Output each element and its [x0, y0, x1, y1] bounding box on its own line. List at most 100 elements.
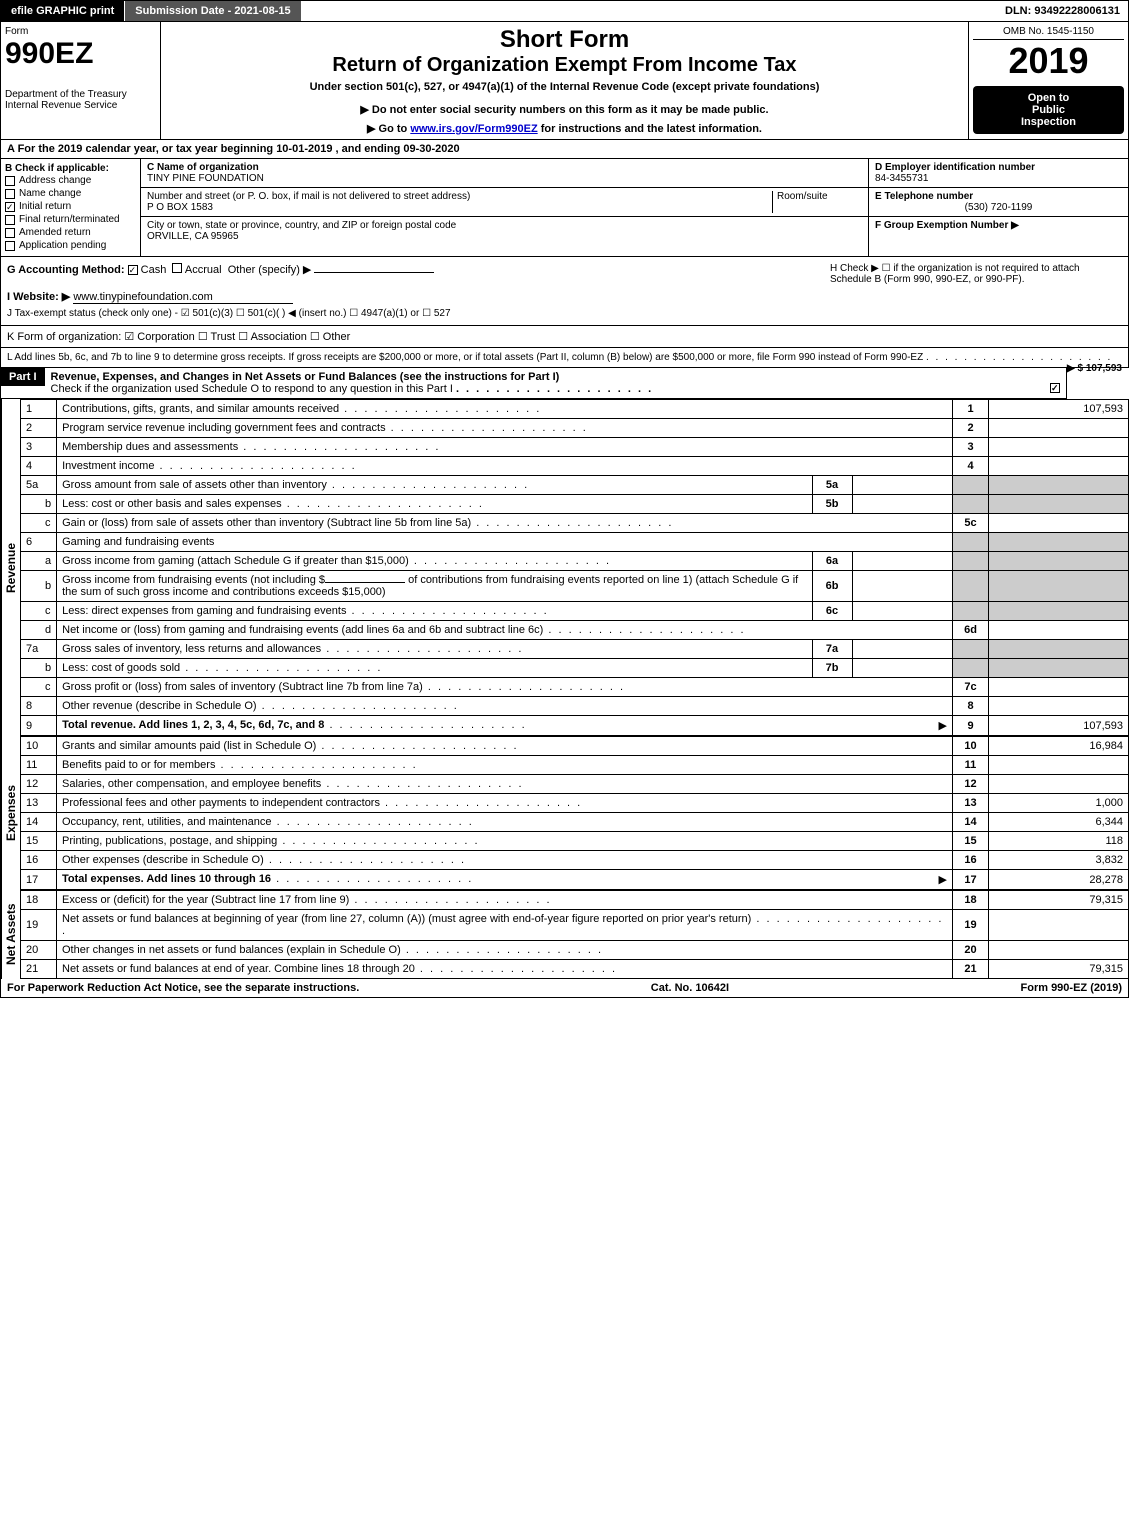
part1-label: Part I: [1, 368, 45, 386]
line-desc: Less: cost or other basis and sales expe…: [57, 495, 953, 514]
line-desc: Excess or (deficit) for the year (Subtra…: [57, 891, 953, 910]
line-box: 3: [953, 438, 989, 457]
part1-title: Revenue, Expenses, and Changes in Net As…: [45, 368, 1067, 398]
line-amount: 79,315: [989, 960, 1129, 979]
line-desc: Net assets or fund balances at beginning…: [57, 910, 953, 941]
line-desc: Gross income from gaming (attach Schedul…: [57, 552, 953, 571]
line-number: 9: [21, 716, 57, 736]
line-amount: [989, 756, 1129, 775]
line-number: 20: [21, 941, 57, 960]
line-box-shaded: [953, 476, 989, 495]
line-desc: Other expenses (describe in Schedule O): [57, 851, 953, 870]
cash-checkbox[interactable]: [128, 265, 138, 275]
line-number: 17: [21, 870, 57, 890]
line-desc: Total revenue. Add lines 1, 2, 3, 4, 5c,…: [57, 716, 953, 736]
line-amount: [989, 438, 1129, 457]
line-desc: Occupancy, rent, utilities, and maintena…: [57, 813, 953, 832]
line-box-shaded: [953, 640, 989, 659]
line-number: 1: [21, 400, 57, 419]
line-number: b: [21, 571, 57, 602]
expenses-section: Expenses 10Grants and similar amounts pa…: [0, 736, 1129, 890]
section-k: K Form of organization: ☑ Corporation ☐ …: [0, 326, 1129, 348]
submission-date-button[interactable]: Submission Date - 2021-08-15: [125, 1, 301, 21]
section-i: I Website: ▶ www.tinypinefoundation.com: [7, 290, 822, 304]
line-amount: 118: [989, 832, 1129, 851]
ein-value: 84-3455731: [875, 173, 1122, 184]
line-number: 13: [21, 794, 57, 813]
line-desc: Less: cost of goods sold7b: [57, 659, 953, 678]
org-info-block: B Check if applicable: Address changeNam…: [0, 159, 1129, 257]
line-number: 8: [21, 697, 57, 716]
line-6a: aGross income from gaming (attach Schedu…: [21, 552, 1129, 571]
line-21: 21Net assets or fund balances at end of …: [21, 960, 1129, 979]
revenue-side-label: Revenue: [1, 399, 20, 736]
line-19: 19Net assets or fund balances at beginni…: [21, 910, 1129, 941]
line-desc: Membership dues and assessments: [57, 438, 953, 457]
line-16: 16Other expenses (describe in Schedule O…: [21, 851, 1129, 870]
dept-label: Department of the Treasury: [5, 89, 156, 100]
checkbox-amended-return[interactable]: [5, 228, 15, 238]
line-desc: Gross sales of inventory, less returns a…: [57, 640, 953, 659]
expenses-side-label: Expenses: [1, 736, 20, 890]
netassets-side-label: Net Assets: [1, 890, 20, 979]
line-desc: Printing, publications, postage, and shi…: [57, 832, 953, 851]
line-number: 10: [21, 737, 57, 756]
part1-schedule-o-checkbox[interactable]: [1050, 383, 1060, 393]
footer-right: Form 990-EZ (2019): [1021, 982, 1123, 994]
line-box: 17: [953, 870, 989, 890]
line-box: 19: [953, 910, 989, 941]
line-number: 4: [21, 457, 57, 476]
checkbox-name-change[interactable]: [5, 189, 15, 199]
irs-link[interactable]: www.irs.gov/Form990EZ: [410, 123, 537, 135]
other-specify-field[interactable]: [314, 272, 434, 273]
line-box: 21: [953, 960, 989, 979]
section-def: D Employer identification number 84-3455…: [868, 159, 1128, 256]
line-amount: 16,984: [989, 737, 1129, 756]
checkbox-initial-return[interactable]: [5, 202, 15, 212]
checkbox-application-pending[interactable]: [5, 241, 15, 251]
line-box: 15: [953, 832, 989, 851]
cash-label: Cash: [141, 264, 167, 276]
line-amount-shaded: [989, 640, 1129, 659]
line-17: 17Total expenses. Add lines 10 through 1…: [21, 870, 1129, 890]
line-box: 5c: [953, 514, 989, 533]
line-c: cGain or (loss) from sale of assets othe…: [21, 514, 1129, 533]
netassets-section: Net Assets 18Excess or (deficit) for the…: [0, 890, 1129, 979]
line-desc: Gaming and fundraising events: [57, 533, 953, 552]
checkbox-row-address-change: Address change: [5, 174, 136, 187]
line-amount: [989, 910, 1129, 941]
checkbox-address-change[interactable]: [5, 176, 15, 186]
line-amount: 28,278: [989, 870, 1129, 890]
line-amount-shaded: [989, 476, 1129, 495]
checkbox-final-return-terminated[interactable]: [5, 215, 15, 225]
irs-label: Internal Revenue Service: [5, 100, 156, 111]
line-amount-shaded: [989, 533, 1129, 552]
line-box-shaded: [953, 495, 989, 514]
line-amount: [989, 621, 1129, 640]
line-desc: Total expenses. Add lines 10 through 16 …: [57, 870, 953, 890]
line-amount-shaded: [989, 552, 1129, 571]
ein-label: D Employer identification number: [875, 162, 1122, 173]
line-number: c: [21, 602, 57, 621]
line-desc: Professional fees and other payments to …: [57, 794, 953, 813]
line-amount: 107,593: [989, 716, 1129, 736]
line-number: 15: [21, 832, 57, 851]
section-g: G Accounting Method: Cash Accrual Other …: [7, 263, 822, 276]
line-7b: bLess: cost of goods sold7b: [21, 659, 1129, 678]
efile-print-button[interactable]: efile GRAPHIC print: [1, 1, 125, 21]
line-number: 2: [21, 419, 57, 438]
line-1: 1Contributions, gifts, grants, and simil…: [21, 400, 1129, 419]
line-desc: Investment income: [57, 457, 953, 476]
line-desc: Contributions, gifts, grants, and simila…: [57, 400, 953, 419]
line-3: 3Membership dues and assessments3: [21, 438, 1129, 457]
checkbox-row-final-return-terminated: Final return/terminated: [5, 213, 136, 226]
form-header: Form 990EZ Department of the Treasury In…: [0, 22, 1129, 140]
line-6c: cLess: direct expenses from gaming and f…: [21, 602, 1129, 621]
line-20: 20Other changes in net assets or fund ba…: [21, 941, 1129, 960]
line-amount: [989, 457, 1129, 476]
org-name-label: C Name of organization: [147, 162, 862, 173]
line-desc: Benefits paid to or for members: [57, 756, 953, 775]
line-box: 8: [953, 697, 989, 716]
accrual-checkbox[interactable]: [172, 263, 182, 273]
line-18: 18Excess or (deficit) for the year (Subt…: [21, 891, 1129, 910]
